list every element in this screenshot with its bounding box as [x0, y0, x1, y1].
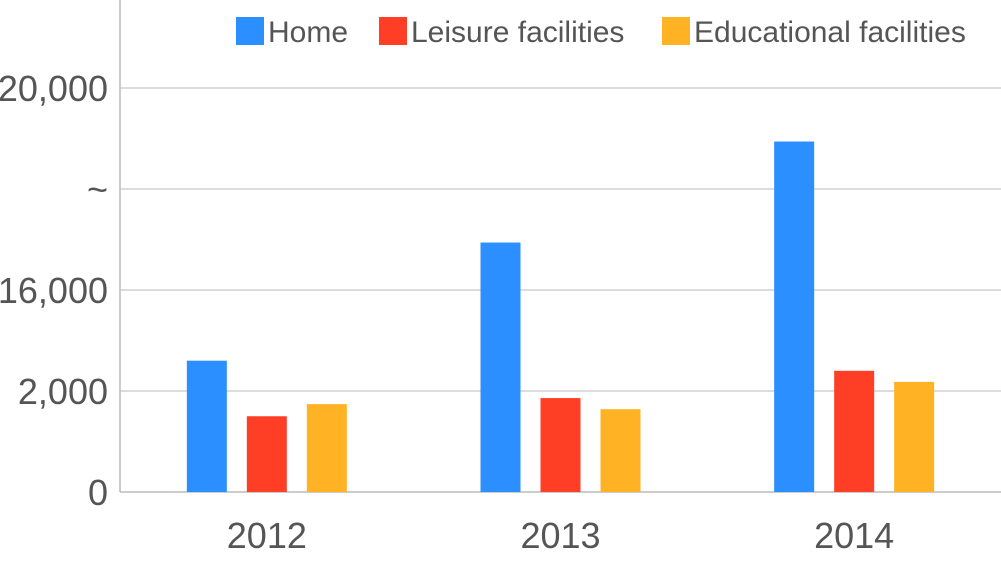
legend-swatch — [236, 17, 264, 45]
x-tick-label: 2012 — [227, 515, 307, 556]
y-tick-label: ~ — [87, 169, 108, 210]
legend-swatch — [662, 17, 690, 45]
y-tick-labels: 0 2,000 16,000 ~20,000 — [0, 68, 108, 513]
y-tick-label: 16,000 — [0, 270, 108, 311]
bar-home-2014 — [774, 141, 815, 492]
bar-leisure-facilities-2012 — [246, 416, 287, 492]
gridlines — [120, 87, 1001, 392]
legend-label: Leisure facilities — [411, 16, 624, 49]
bar-educational-facilities-2012 — [306, 404, 347, 492]
bar-home-2012 — [186, 360, 227, 492]
x-tick-labels: 2012 2013 2014 — [227, 515, 894, 556]
y-tick-label: 0 — [88, 472, 108, 513]
legend-label: Home — [268, 16, 348, 49]
y-tick-label: 2,000 — [18, 371, 108, 412]
y-tick-label: 20,000 — [0, 68, 108, 109]
bar-leisure-facilities-2013 — [540, 398, 581, 492]
x-tick-label: 2013 — [520, 515, 600, 556]
legend: Home Leisure facilities Educational facili… — [236, 16, 966, 49]
legend-label: Educational facilities — [694, 16, 966, 49]
legend-swatch — [379, 17, 407, 45]
bar-educational-facilities-2013 — [600, 409, 641, 492]
bar-educational-facilities-2014 — [894, 381, 935, 492]
bars — [186, 141, 935, 492]
x-tick-label: 2014 — [814, 515, 894, 556]
bar-leisure-facilities-2014 — [834, 370, 875, 492]
bar-home-2013 — [480, 242, 521, 492]
